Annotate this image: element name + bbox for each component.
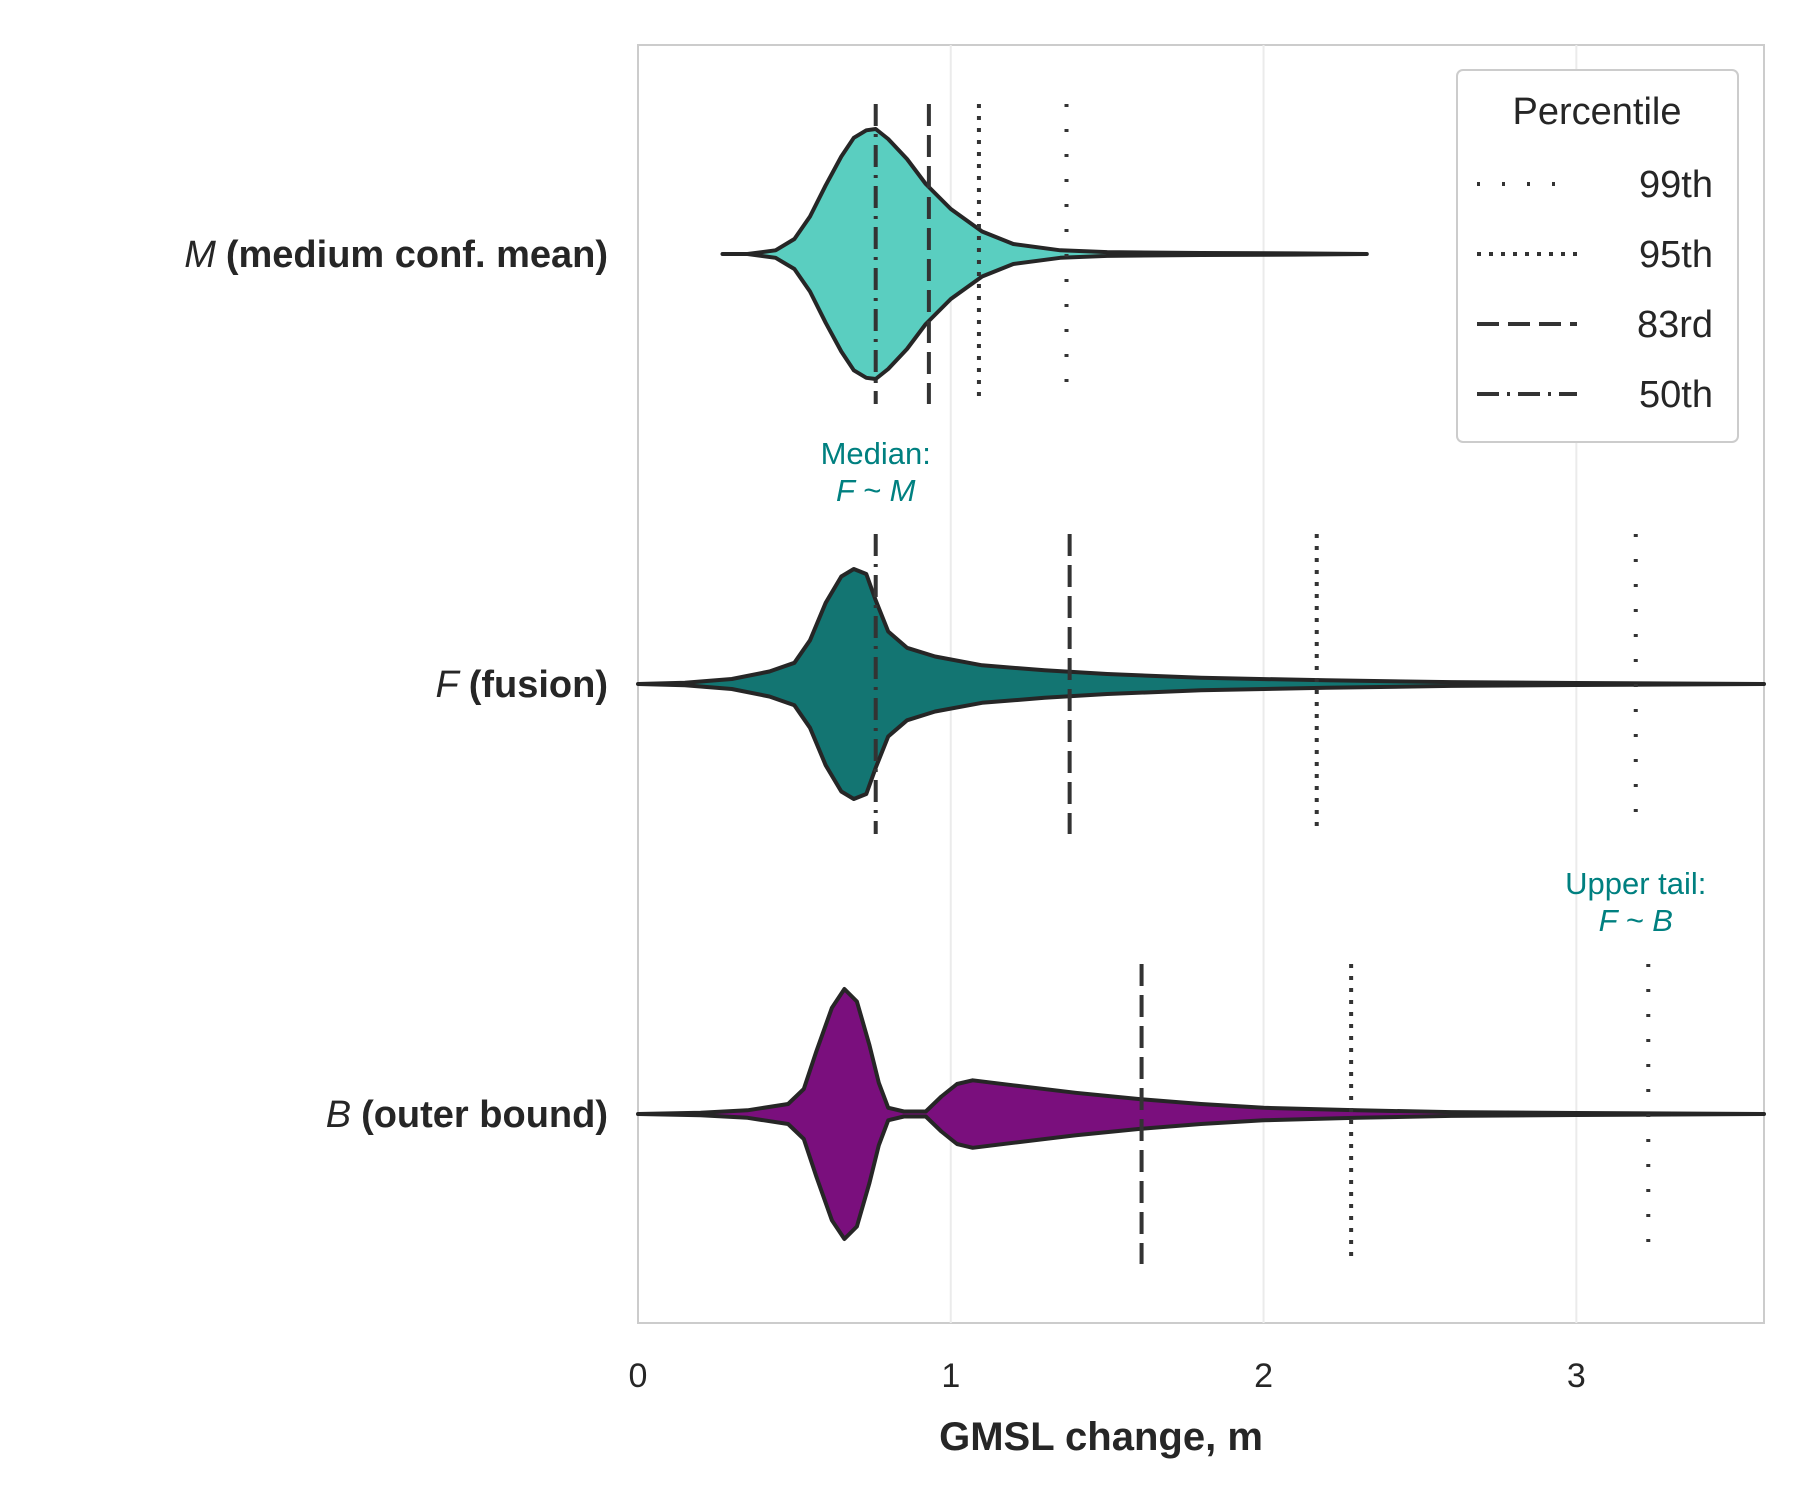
legend-label-p83: 83rd [1637, 304, 1713, 346]
legend-label-p50: 50th [1639, 374, 1713, 416]
x-tick-label: 0 [629, 1357, 648, 1395]
violin-F [636, 567, 1766, 801]
violin-B [636, 987, 1766, 1241]
x-tick-label: 3 [1567, 1357, 1586, 1395]
x-tick-label: 2 [1254, 1357, 1273, 1395]
legend: Percentile 99th 95th 83rd 50th [1456, 69, 1739, 443]
percentile-lines [873, 104, 1651, 1264]
category-label-M: M (medium conf. mean) [184, 234, 608, 276]
category-name: (outer bound) [361, 1094, 608, 1136]
category-label-B: B (outer bound) [326, 1094, 608, 1136]
legend-label-p95: 95th [1639, 234, 1713, 276]
category-symbol: F [435, 664, 460, 706]
x-axis-label: GMSL change, m [939, 1415, 1263, 1459]
category-label-F: F (fusion) [435, 664, 608, 706]
x-tick-labels: 0 1 2 3 [629, 1357, 1586, 1395]
annotations: Median:F ~ M Upper tail:F ~ B [821, 436, 1707, 938]
category-symbol: B [326, 1094, 351, 1136]
violins [636, 127, 1766, 1241]
annotation-line1: Upper tail: [1565, 866, 1706, 901]
violin-M [720, 127, 1369, 381]
y-tick-labels: M (medium conf. mean) F (fusion) B (outer bou… [184, 234, 608, 1136]
legend-box [1456, 69, 1739, 443]
category-name: (medium conf. mean) [226, 234, 608, 276]
annotation-line1: Median: [821, 436, 931, 471]
annotation-line2: F ~ M [836, 473, 916, 508]
legend-title: Percentile [1513, 91, 1682, 133]
legend-label-p99: 99th [1639, 164, 1713, 206]
category-name: (fusion) [469, 664, 608, 706]
category-symbol: M [184, 234, 216, 276]
x-tick-label: 1 [941, 1357, 960, 1395]
annotation-line2: F ~ B [1599, 903, 1673, 938]
